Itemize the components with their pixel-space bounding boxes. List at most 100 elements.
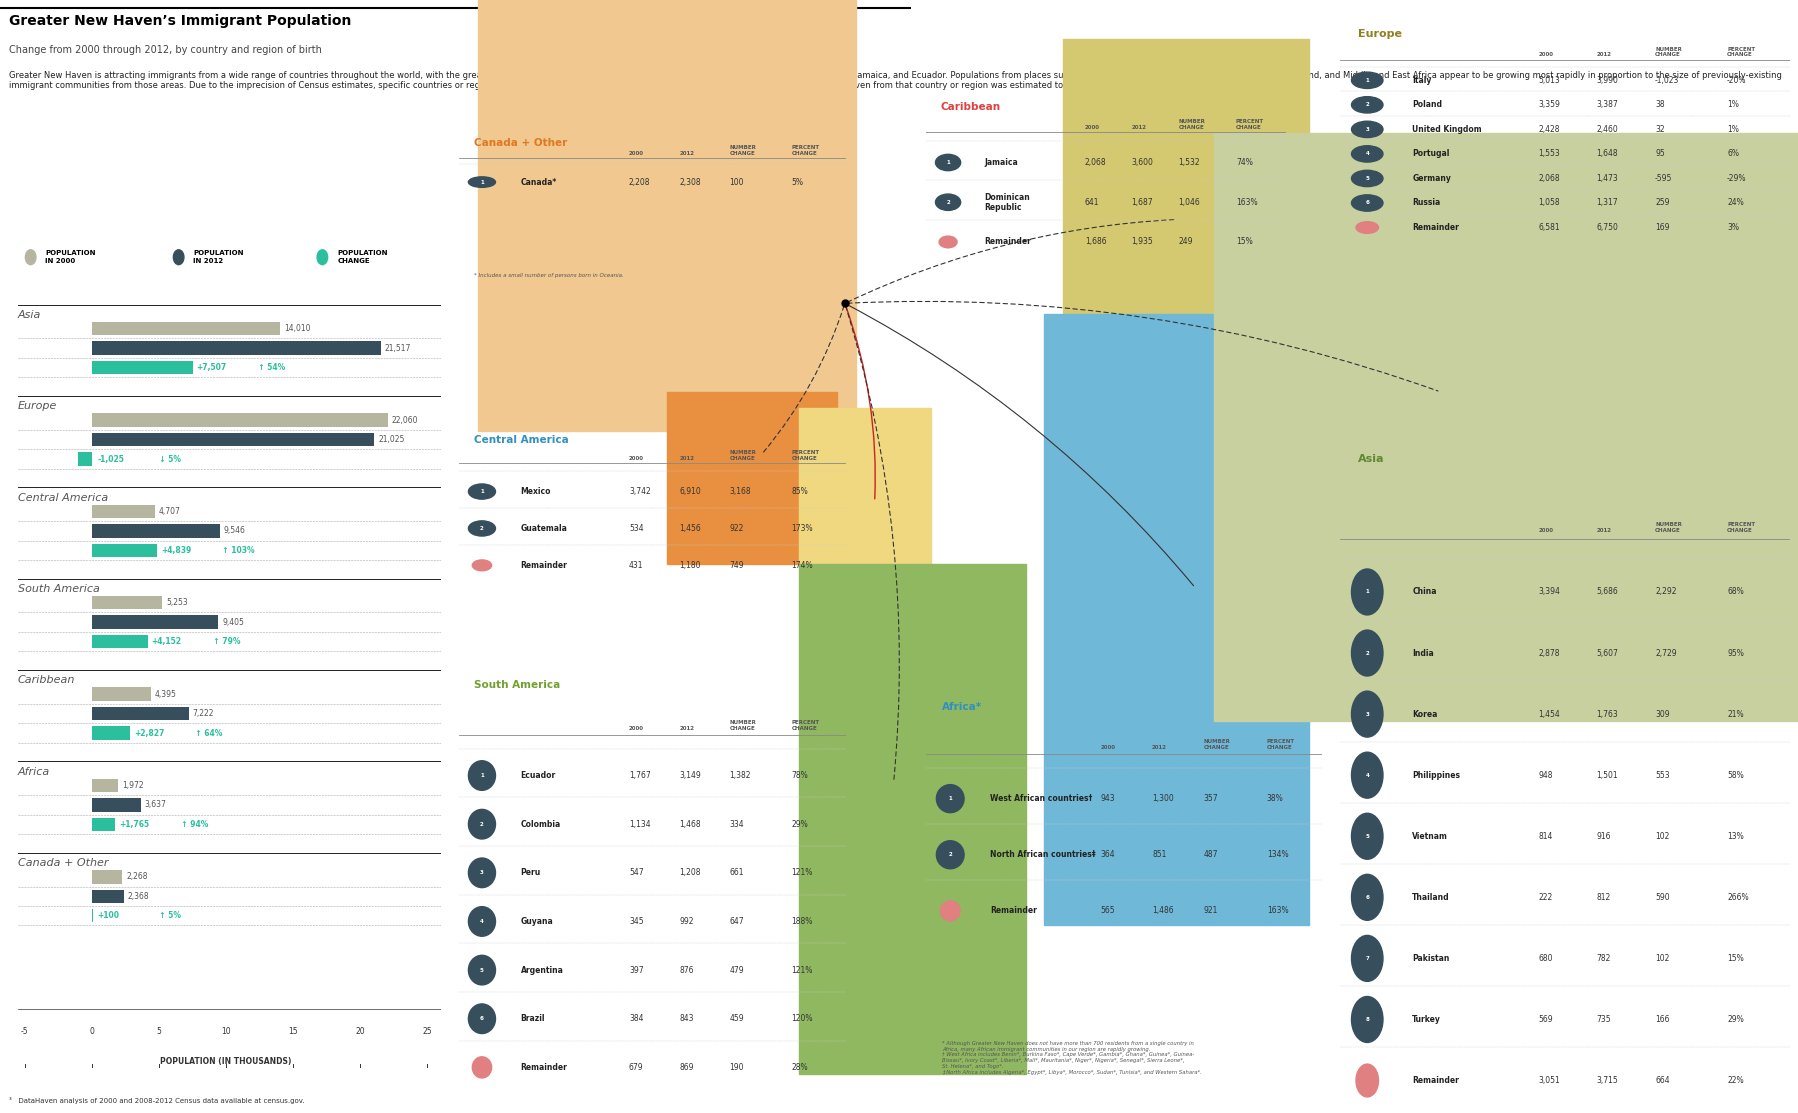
Text: 1,935: 1,935 (1131, 237, 1153, 246)
Text: 5,013: 5,013 (1537, 76, 1559, 85)
Text: 190: 190 (730, 1063, 744, 1072)
Text: China: China (1411, 588, 1437, 597)
Bar (92, 727, 129, 740)
Text: 163%: 163% (1235, 198, 1257, 207)
Text: 169: 169 (1654, 223, 1669, 232)
Text: 1: 1 (948, 796, 951, 801)
Text: Italy: Italy (1411, 76, 1431, 85)
Text: 5,607: 5,607 (1597, 649, 1618, 658)
Text: Argentina: Argentina (520, 966, 563, 975)
Text: -595: -595 (1654, 174, 1672, 183)
Bar (92, 597, 162, 610)
Text: 2000: 2000 (629, 151, 644, 156)
Text: West African countries†: West African countries† (989, 795, 1091, 804)
Text: 20: 20 (356, 1027, 365, 1036)
Circle shape (467, 907, 494, 936)
Text: 249: 249 (1178, 237, 1192, 246)
Text: 3,394: 3,394 (1537, 588, 1559, 597)
Text: 1: 1 (480, 774, 484, 778)
Text: 1,767: 1,767 (629, 771, 651, 780)
Text: 334: 334 (730, 819, 744, 829)
Text: 3,168: 3,168 (730, 487, 752, 496)
Text: Europe: Europe (1357, 29, 1401, 39)
Text: -20%: -20% (1726, 76, 1746, 85)
Bar (92, 634, 147, 649)
Circle shape (1350, 97, 1383, 114)
Text: POPULATION
IN 2000: POPULATION IN 2000 (45, 250, 95, 264)
Text: Thailand: Thailand (1411, 893, 1449, 902)
Text: 29%: 29% (791, 819, 807, 829)
Text: NUMBER
CHANGE: NUMBER CHANGE (730, 720, 755, 731)
Text: 3,742: 3,742 (629, 487, 651, 496)
Text: 2: 2 (480, 526, 484, 531)
Text: 38%: 38% (1266, 795, 1284, 804)
Circle shape (467, 761, 494, 790)
Text: 9,546: 9,546 (223, 526, 246, 535)
Circle shape (467, 858, 494, 888)
Text: Portugal: Portugal (1411, 149, 1449, 158)
Text: 5: 5 (1365, 176, 1368, 181)
Text: 357: 357 (1203, 795, 1217, 804)
Text: 2012: 2012 (1597, 52, 1611, 57)
Text: 345: 345 (629, 917, 644, 926)
Text: * Includes a small number of persons born in Oceania.: * Includes a small number of persons bor… (475, 273, 624, 278)
Text: 5: 5 (1365, 834, 1368, 839)
Text: +1,765: +1,765 (119, 820, 149, 829)
Text: 680: 680 (1537, 954, 1552, 963)
Text: Ecuador: Ecuador (520, 771, 556, 780)
Text: +7,507: +7,507 (196, 363, 227, 372)
Text: 1,553: 1,553 (1537, 149, 1559, 158)
Text: 6,581: 6,581 (1537, 223, 1559, 232)
Circle shape (935, 194, 960, 210)
Bar (92, 524, 219, 538)
Text: North African countries‡: North African countries‡ (989, 850, 1095, 859)
Bar (92, 688, 151, 701)
Text: Remainder: Remainder (1411, 1076, 1458, 1085)
Text: 1: 1 (1365, 78, 1368, 82)
Text: 2,208: 2,208 (629, 178, 651, 187)
Bar (92, 504, 155, 519)
Text: 814: 814 (1537, 831, 1552, 840)
Text: 2,368: 2,368 (128, 892, 149, 900)
Text: 922: 922 (730, 524, 743, 533)
Circle shape (1350, 752, 1383, 798)
Text: 21%: 21% (1726, 710, 1742, 719)
Text: 1,468: 1,468 (680, 819, 701, 829)
Text: ↑ 79%: ↑ 79% (209, 638, 241, 647)
Text: ↑ 54%: ↑ 54% (254, 363, 286, 372)
Text: -1,025: -1,025 (97, 454, 124, 463)
Text: 6: 6 (1365, 895, 1368, 899)
Text: 13%: 13% (1726, 831, 1742, 840)
Bar (798, 564, 1025, 1074)
Text: 2000: 2000 (1100, 746, 1115, 750)
Text: Europe: Europe (18, 402, 58, 412)
Circle shape (1350, 996, 1383, 1043)
Text: 2: 2 (1365, 650, 1368, 656)
Text: 1,317: 1,317 (1597, 198, 1618, 207)
Text: 163%: 163% (1266, 906, 1287, 915)
Text: Remainder: Remainder (520, 1063, 566, 1072)
Text: 569: 569 (1537, 1015, 1552, 1024)
Bar (1063, 39, 1307, 353)
Circle shape (937, 785, 964, 812)
Text: Poland: Poland (1411, 100, 1442, 109)
Text: 364: 364 (1100, 850, 1115, 859)
Text: 735: 735 (1597, 1015, 1611, 1024)
Text: 2000: 2000 (629, 456, 644, 461)
Text: 921: 921 (1203, 906, 1217, 915)
Text: 851: 851 (1151, 850, 1165, 859)
Text: 1,208: 1,208 (680, 868, 701, 877)
Text: 647: 647 (730, 917, 744, 926)
Text: 2,292: 2,292 (1654, 588, 1676, 597)
Text: 948: 948 (1537, 770, 1552, 780)
Text: 259: 259 (1654, 198, 1669, 207)
Bar (667, 392, 836, 564)
Circle shape (1350, 691, 1383, 737)
Text: ↑ 94%: ↑ 94% (176, 820, 209, 829)
Text: Turkey: Turkey (1411, 1015, 1440, 1024)
Text: PERCENT
CHANGE: PERCENT CHANGE (1726, 522, 1755, 533)
Text: 876: 876 (680, 966, 694, 975)
Text: 6: 6 (1365, 200, 1368, 206)
Text: 661: 661 (730, 868, 744, 877)
Text: 5,686: 5,686 (1597, 588, 1618, 597)
